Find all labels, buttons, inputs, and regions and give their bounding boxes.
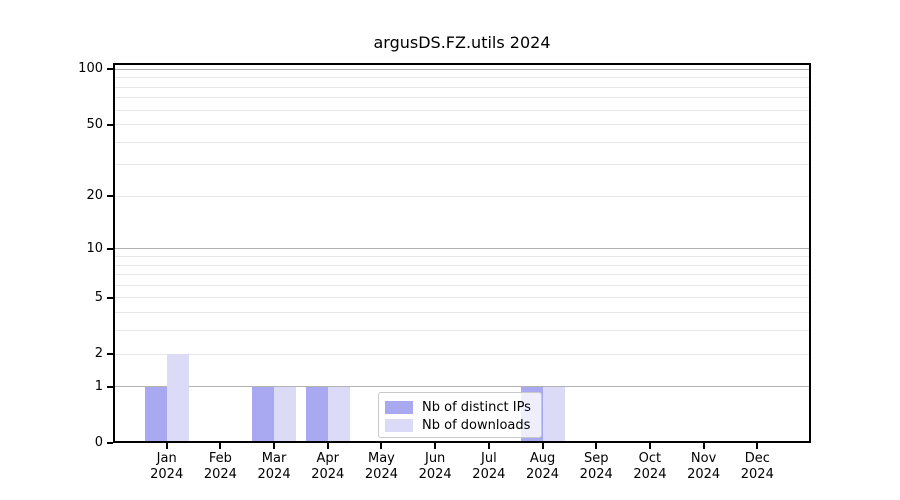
y-tick <box>107 68 113 71</box>
gridline-minor <box>113 255 811 257</box>
bar-distinct-ips-mar <box>252 386 275 443</box>
gridline-major <box>113 386 811 388</box>
y-tick <box>107 296 113 299</box>
bar-downloads-aug <box>542 386 565 443</box>
y-tick <box>107 353 113 355</box>
gridline-minor <box>113 284 811 286</box>
x-tick <box>756 443 759 449</box>
x-tick-label: Jul 2024 <box>459 451 519 483</box>
gridline-minor <box>113 312 811 314</box>
legend-entry-downloads: Nb of downloads <box>385 416 535 434</box>
gridline-minor <box>113 86 811 88</box>
y-tick <box>107 442 113 444</box>
x-tick-label: Oct 2024 <box>620 451 680 483</box>
gridline-minor <box>113 330 811 332</box>
y-tick-label: 20 <box>86 188 103 204</box>
bar-downloads-jan <box>166 354 189 443</box>
x-tick-year: 2024 <box>633 467 667 482</box>
gridline-minor <box>113 109 811 111</box>
gridline-minor <box>113 124 811 126</box>
gridline-minor <box>113 141 811 143</box>
x-tick <box>487 443 490 449</box>
x-tick-label: Aug 2024 <box>513 451 573 483</box>
x-tick <box>380 443 383 449</box>
x-tick-label: Jun 2024 <box>405 451 465 483</box>
x-tick <box>595 443 598 449</box>
x-tick <box>165 443 168 449</box>
y-tick-label: 0 <box>94 435 103 450</box>
chart-title: argusDS.FZ.utils 2024 <box>373 33 551 52</box>
x-tick <box>273 443 276 449</box>
gridline-minor <box>113 164 811 166</box>
x-tick <box>702 443 705 449</box>
gridline-minor <box>113 97 811 99</box>
y-tick-label: 1 <box>94 378 103 394</box>
legend-label-downloads: Nb of downloads <box>422 417 531 433</box>
x-tick-year: 2024 <box>579 467 613 482</box>
gridline-minor <box>113 77 811 79</box>
x-tick-year: 2024 <box>740 467 774 482</box>
y-tick <box>107 195 113 198</box>
y-tick-label: 10 <box>86 240 103 256</box>
x-tick-label: Apr 2024 <box>298 451 358 483</box>
x-tick-year: 2024 <box>364 467 398 482</box>
y-tick-label: 100 <box>78 61 103 77</box>
legend: Nb of distinct IPs Nb of downloads <box>378 392 542 438</box>
x-tick-label: Mar 2024 <box>244 451 304 483</box>
x-tick-year: 2024 <box>418 467 452 482</box>
x-tick-label: May 2024 <box>351 451 411 483</box>
gridline-major <box>113 248 811 250</box>
legend-label-distinct-ips: Nb of distinct IPs <box>422 399 531 415</box>
y-tick-label: 2 <box>94 346 103 361</box>
bar-distinct-ips-apr <box>305 386 328 443</box>
gridline-minor <box>113 274 811 276</box>
bar-distinct-ips-jan <box>144 386 167 443</box>
bar-downloads-mar <box>274 386 297 443</box>
y-tick <box>107 385 113 388</box>
x-tick-label: Dec 2024 <box>727 451 787 483</box>
gridline-minor <box>113 353 811 355</box>
x-tick-label: Sep 2024 <box>566 451 626 483</box>
x-tick-year: 2024 <box>472 467 506 482</box>
legend-swatch-downloads <box>385 418 413 432</box>
x-tick-year: 2024 <box>525 467 560 482</box>
y-tick <box>107 123 113 126</box>
x-tick-year: 2024 <box>203 467 237 482</box>
gridline-minor <box>113 195 811 197</box>
y-tick <box>107 247 113 250</box>
gridline-minor <box>113 264 811 266</box>
x-tick-year: 2024 <box>687 467 721 482</box>
bar-downloads-apr <box>327 386 350 443</box>
y-tick-label: 5 <box>94 289 103 305</box>
x-tick-year: 2024 <box>311 467 345 482</box>
legend-swatch-distinct-ips <box>385 400 413 414</box>
x-tick <box>326 443 329 449</box>
x-tick <box>648 443 651 449</box>
x-tick <box>434 443 437 449</box>
y-tick-label: 50 <box>86 116 103 132</box>
x-tick <box>219 443 222 449</box>
x-tick-year: 2024 <box>257 467 291 482</box>
x-tick-label: Nov 2024 <box>674 451 734 483</box>
x-tick <box>541 443 544 449</box>
x-tick-label: Feb 2024 <box>190 451 250 483</box>
legend-entry-distinct-ips: Nb of distinct IPs <box>385 398 535 416</box>
gridline-major <box>113 68 811 70</box>
gridline-minor <box>113 297 811 299</box>
x-tick-year: 2024 <box>150 467 184 482</box>
x-tick-label: Jan 2024 <box>137 451 197 483</box>
